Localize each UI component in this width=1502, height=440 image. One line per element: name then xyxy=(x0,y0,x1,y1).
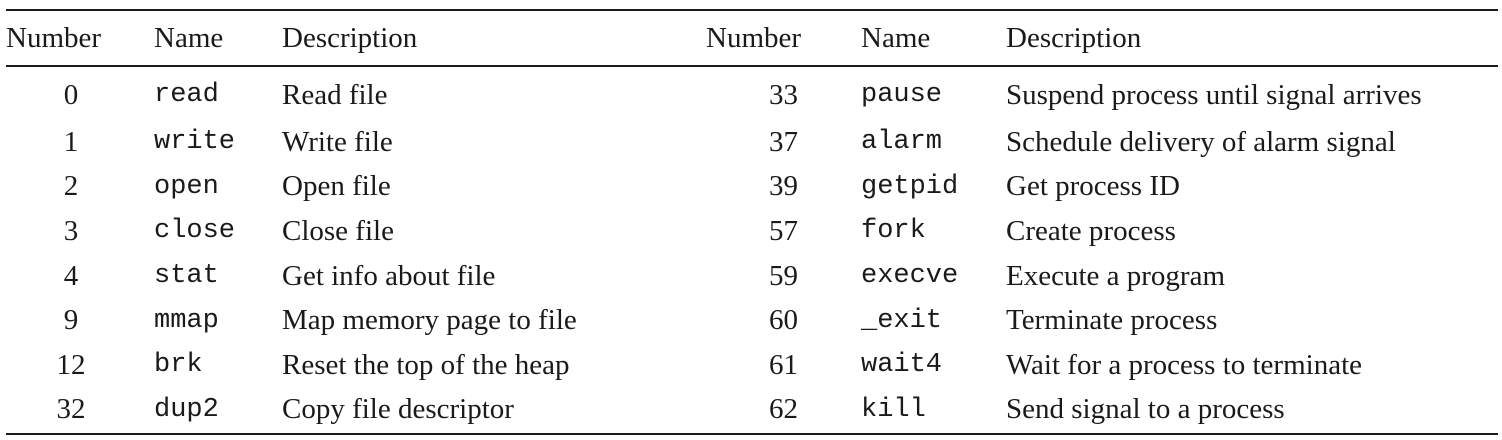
table-row: 0 read Read file 33 pause Suspend process unt… xyxy=(6,65,1498,120)
syscall-name-left: write xyxy=(154,127,236,158)
syscall-description-left: Get info about file xyxy=(282,259,496,292)
syscall-number-left: 2 xyxy=(63,170,79,203)
syscall-name-left: read xyxy=(154,80,219,110)
syscall-description-left: Write file xyxy=(282,125,393,158)
header-description-right: Description xyxy=(1006,21,1142,54)
syscall-name-right: kill xyxy=(861,394,926,425)
syscall-name-right: execve xyxy=(861,261,959,292)
syscall-name-left: dup2 xyxy=(154,394,219,425)
syscall-name-right: _exit xyxy=(861,305,943,336)
syscall-name-right: pause xyxy=(861,80,943,110)
syscall-description-left: Open file xyxy=(282,170,391,203)
syscall-description-right: Get process ID xyxy=(1006,170,1180,203)
syscall-description-right: Suspend process until signal arrives xyxy=(1006,78,1422,111)
syscall-description-right: Terminate process xyxy=(1006,304,1218,337)
syscall-number-right: 60 xyxy=(769,304,798,337)
syscall-name-left: close xyxy=(154,216,236,247)
syscall-number-left: 12 xyxy=(56,348,86,381)
syscall-name-right: getpid xyxy=(861,171,959,202)
table-row: 3 close Close file 57 fork Create process xyxy=(6,209,1498,254)
syscall-number-right: 59 xyxy=(769,259,798,292)
syscall-number-left: 0 xyxy=(63,78,79,111)
syscall-description-right: Create process xyxy=(1006,214,1176,247)
syscall-name-left: brk xyxy=(154,350,203,381)
table-row: 32 dup2 Copy file descriptor 62 kill Send sig… xyxy=(6,388,1498,433)
bottom-rule xyxy=(6,433,1498,435)
header-number-left: Number xyxy=(6,21,102,54)
syscall-number-left: 1 xyxy=(63,125,79,158)
table-header: Number Name Description Number Name Desc… xyxy=(6,11,1498,65)
syscall-description-left: Map memory page to file xyxy=(282,304,577,337)
table-row: 9 mmap Map memory page to file 60 _exit Termi… xyxy=(6,298,1498,343)
table-row: 1 write Write file 37 alarm Schedule delivery… xyxy=(6,120,1498,165)
syscall-number-right: 37 xyxy=(769,125,798,158)
syscall-number-right: 62 xyxy=(769,393,798,426)
header-name-left: Name xyxy=(154,21,224,54)
header-row: Number Name Description Number Name Desc… xyxy=(6,11,1498,65)
syscall-name-right: fork xyxy=(861,216,926,247)
syscall-number-right: 33 xyxy=(769,78,798,111)
table-body: 0 read Read file 33 pause Suspend process unt… xyxy=(6,65,1498,432)
top-rule xyxy=(6,9,1498,11)
syscall-description-right: Schedule delivery of alarm signal xyxy=(1006,125,1396,158)
syscall-description-right: Execute a program xyxy=(1006,259,1226,292)
syscall-description-right: Wait for a process to terminate xyxy=(1006,348,1363,381)
table-row: 12 brk Reset the top of the heap 61 wait4 Wai… xyxy=(6,343,1498,388)
syscall-number-left: 4 xyxy=(63,259,79,292)
syscall-description-right: Send signal to a process xyxy=(1006,393,1285,426)
syscall-description-left: Copy file descriptor xyxy=(282,393,514,426)
syscall-number-left: 3 xyxy=(63,214,79,247)
syscall-name-left: mmap xyxy=(154,305,219,336)
header-name-right: Name xyxy=(861,21,931,54)
table-row: 4 stat Get info about file 59 execve Execute … xyxy=(6,254,1498,299)
header-description-left: Description xyxy=(282,21,418,54)
syscall-description-left: Close file xyxy=(282,214,394,247)
table-row: 2 open Open file 39 getpid Get process ID xyxy=(6,165,1498,210)
syscall-description-left: Reset the top of the heap xyxy=(282,348,570,381)
syscall-name-right: alarm xyxy=(861,127,943,158)
header-rule xyxy=(6,65,1498,67)
syscall-name-left: open xyxy=(154,171,219,202)
syscall-number-left: 32 xyxy=(56,393,86,426)
syscall-number-left: 9 xyxy=(63,304,79,337)
syscall-number-right: 57 xyxy=(769,214,798,247)
syscall-number-right: 39 xyxy=(769,170,798,203)
syscall-table: Number Name Description Number Name Desc… xyxy=(6,11,1498,432)
syscall-number-right: 61 xyxy=(769,348,798,381)
header-number-right: Number xyxy=(706,21,802,54)
syscall-name-right: wait4 xyxy=(861,350,943,381)
syscall-name-left: stat xyxy=(154,261,219,292)
syscall-description-left: Read file xyxy=(282,78,388,111)
